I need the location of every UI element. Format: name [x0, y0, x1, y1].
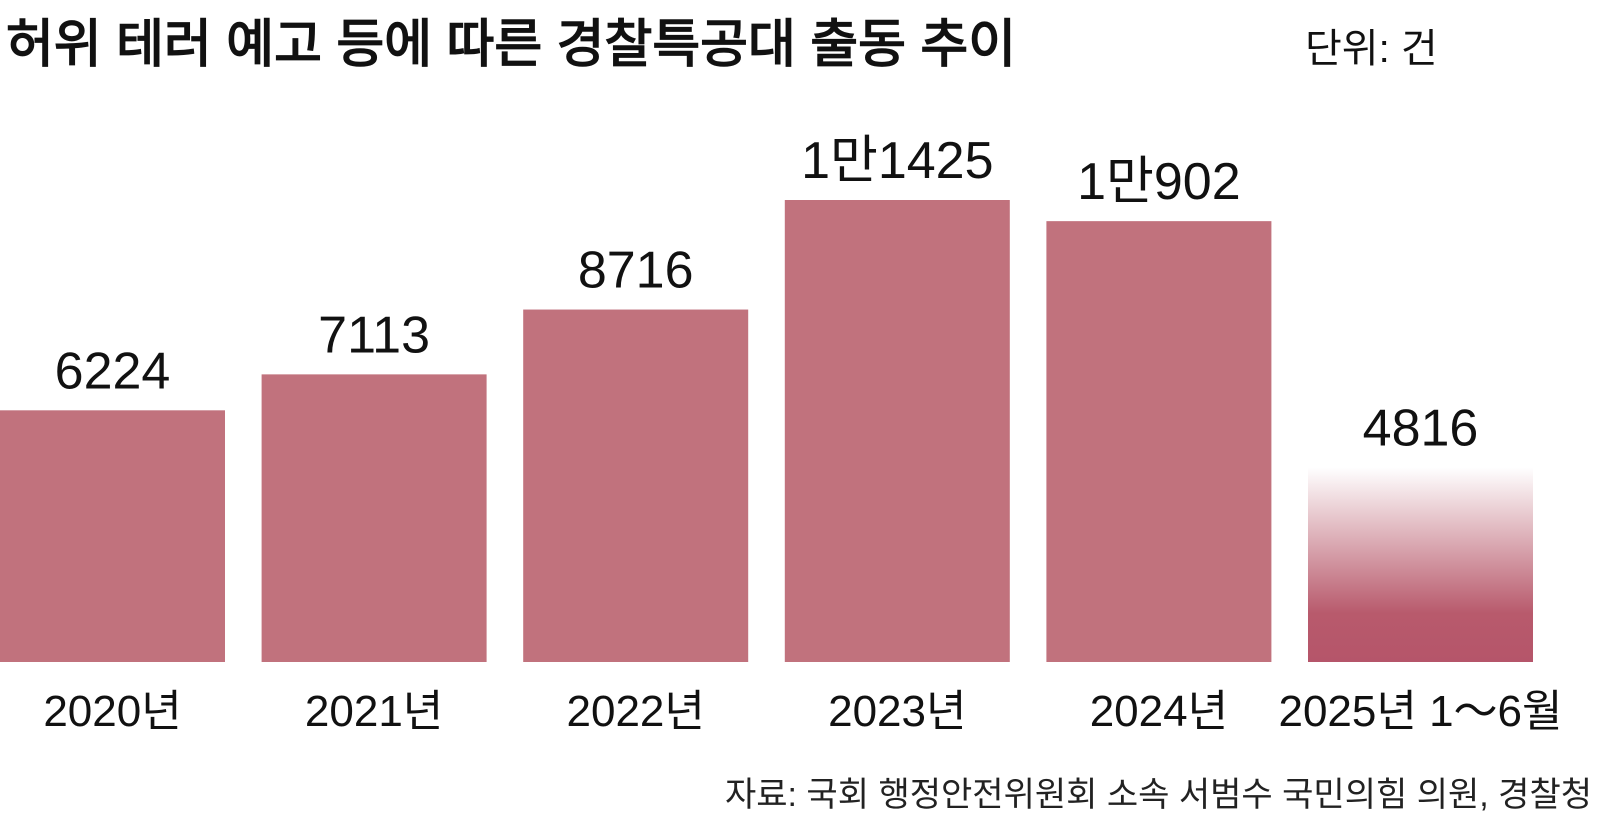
- bar: [0, 410, 225, 662]
- value-label: 6224: [55, 342, 171, 400]
- chart-title: 허위 테러 예고 등에 따른 경찰특공대 출동 추이: [6, 16, 1016, 74]
- x-tick-label: 2021년: [305, 687, 443, 736]
- value-label: 1만902: [1077, 153, 1241, 211]
- x-tick-label: 2020년: [43, 687, 181, 736]
- bar: [261, 374, 487, 662]
- source: 자료: 국회 행정안전위원회 소속 서범수 국민의힘 의원, 경찰청: [725, 776, 1592, 814]
- x-tick-label: 2024년: [1090, 687, 1228, 736]
- value-label: 4816: [1363, 399, 1479, 457]
- bar: [1308, 467, 1533, 662]
- x-tick-label: 2025년 1～6월: [1278, 687, 1562, 736]
- bar: [523, 309, 749, 662]
- bar: [784, 200, 1010, 662]
- x-tick-label: 2022년: [567, 687, 705, 736]
- unit-label: 단위: 건: [1305, 27, 1438, 71]
- value-label: 1만1425: [801, 132, 993, 190]
- value-label: 8716: [578, 242, 694, 300]
- value-label: 7113: [318, 306, 430, 364]
- x-tick-label: 2023년: [828, 687, 966, 736]
- bar: [1046, 221, 1272, 663]
